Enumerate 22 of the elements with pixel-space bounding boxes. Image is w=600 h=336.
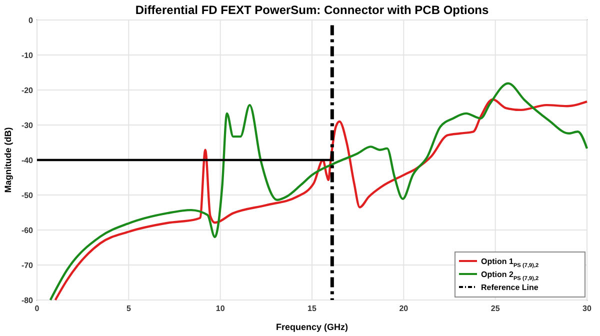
x-axis-title: Frequency (GHz) (276, 322, 348, 332)
x-tick-label: 15 (308, 304, 317, 313)
x-tick-label: 25 (490, 304, 500, 313)
legend-label: Option 2$_{PS (7,9),2}$ (481, 270, 539, 282)
y-tick-label: -70 (21, 261, 34, 270)
y-tick-label: -10 (21, 51, 34, 60)
y-tick-label: -80 (21, 296, 34, 305)
y-tick-label: 0 (28, 16, 34, 25)
chart-title: Differential FD FEXT PowerSum: Connector with PCB Options (135, 3, 489, 17)
y-tick-label: -20 (21, 86, 34, 95)
legend-label: Reference Line (481, 283, 539, 292)
x-tick-label: 10 (216, 304, 226, 313)
x-tick-label: 20 (399, 304, 409, 313)
x-tick-label: 5 (126, 304, 132, 313)
y-tick-label: -60 (21, 226, 34, 235)
y-tick-label: -30 (21, 121, 34, 130)
legend-label: Option 1$_{PS (7,9),2}$ (481, 257, 539, 269)
x-tick-label: 0 (34, 304, 40, 313)
x-tick-label: 30 (582, 304, 592, 313)
y-tick-label: -50 (21, 191, 34, 200)
y-axis-title: Magnitude (dB) (3, 127, 13, 193)
y-tick-label: -40 (21, 156, 34, 165)
